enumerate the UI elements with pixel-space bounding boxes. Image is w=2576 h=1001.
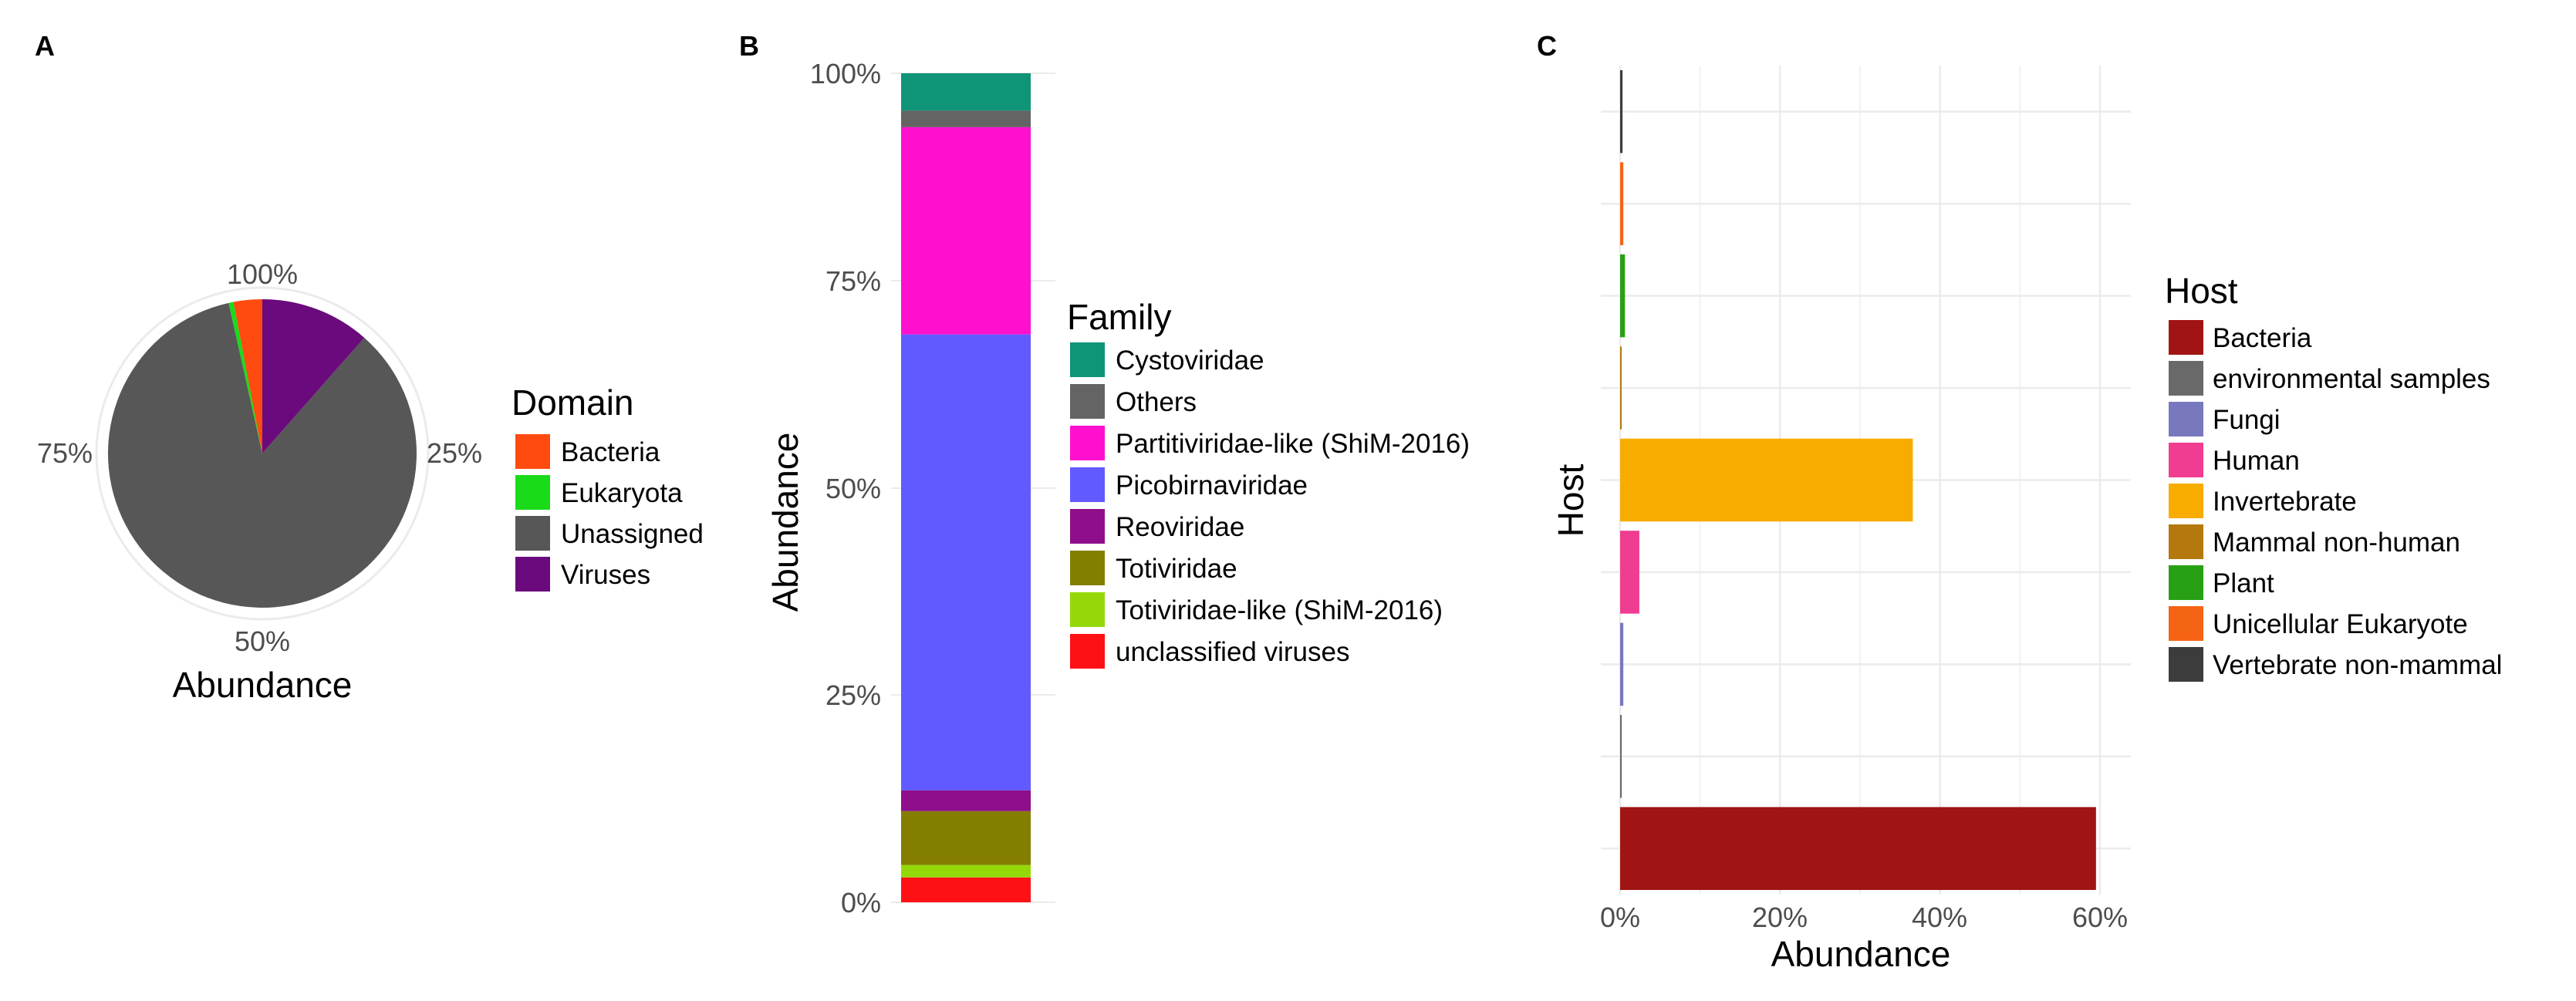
pie-slice-eukaryota [228, 302, 262, 453]
pie-theta-tick-50: 50% [235, 625, 290, 657]
legend-key-environmental-samples [2169, 361, 2203, 396]
bar-segment-others [901, 110, 1031, 127]
host-bar-plant [1620, 254, 1626, 338]
legend-label-cystoviridae: Cystoviridae [1116, 345, 1264, 376]
legend-key-fungi [2169, 402, 2203, 436]
legend-domain: Domain Bacteria Eukaryota Unassigned Vir… [511, 383, 704, 592]
legend-key-plant [2169, 565, 2203, 600]
legend-key-mammal-non-human [2169, 524, 2203, 559]
panel-b: B 100% 75% 50% 25% 0% Abundance Family C… [739, 30, 1470, 918]
pie-slice-unassigned [107, 302, 417, 608]
y-tick-25: 25% [825, 679, 881, 711]
c-x-axis-title: Abundance [1771, 934, 1951, 974]
legend-label-viruses: Viruses [561, 560, 650, 590]
legend-family: Family Cystoviridae Others Partitivirida… [1067, 297, 1470, 669]
bar-segment-unclassified-viruses [901, 877, 1031, 902]
host-bar-human [1620, 531, 1639, 614]
b-y-axis-title: Abundance [765, 433, 805, 612]
bar-segment-reoviridae [901, 790, 1031, 811]
legend-label-unclassified-viruses: unclassified viruses [1116, 637, 1349, 667]
host-bar-invertebrate [1620, 438, 1913, 522]
legend-host-title: Host [2165, 271, 2238, 311]
legend-label-reoviridae: Reoviridae [1116, 512, 1244, 542]
legend-key-totiviridae [1070, 551, 1105, 585]
y-tick-75: 75% [825, 265, 881, 297]
legend-label-unassigned: Unassigned [561, 519, 704, 549]
pie-slices [107, 299, 417, 608]
bar-segment-cystoviridae [901, 73, 1031, 111]
bar-segment-picobirnaviridae [901, 334, 1031, 790]
legend-key-unassigned [515, 516, 550, 551]
pie-theta-tick-100: 100% [227, 258, 298, 290]
panel-c: C 0% 20% 40% 60% Abundance Host Host Bac… [1537, 30, 2502, 974]
legend-key-bacteria-host [2169, 320, 2203, 355]
x-tick-60: 60% [2072, 902, 2128, 933]
legend-label-human: Human [2213, 446, 2300, 476]
legend-key-cystoviridae [1070, 342, 1105, 377]
x-tick-0: 0% [1600, 902, 1640, 933]
legend-label-unicellular-eukaryote: Unicellular Eukaryote [2213, 609, 2468, 639]
host-bar-environmental-samples [1620, 715, 1622, 798]
legend-label-mammal-non-human: Mammal non-human [2213, 527, 2460, 558]
panel-a: A 100% 25% 50% 75% Abundance Domain Bact… [35, 30, 704, 705]
stacked-bar-segments [901, 73, 1031, 902]
host-bar-vertebrate-non-mammal [1620, 69, 1623, 153]
legend-key-partitiviridae-like [1070, 426, 1105, 460]
panel-c-letter: C [1537, 30, 1557, 62]
legend-label-bacteria-host: Bacteria [2213, 323, 2312, 353]
pie-theta-tick-25: 25% [427, 437, 482, 469]
panel-b-letter: B [739, 30, 759, 62]
x-tick-40: 40% [1912, 902, 1967, 933]
bar-segment-totiviridae [901, 811, 1031, 865]
bar-segment-totiviridae-like-shim-2016 [901, 865, 1031, 878]
legend-key-bacteria [515, 434, 550, 469]
legend-key-human [2169, 443, 2203, 477]
legend-family-title: Family [1067, 297, 1171, 337]
legend-label-plant: Plant [2213, 568, 2274, 598]
legend-label-totiviridae: Totiviridae [1116, 554, 1237, 584]
legend-label-vertebrate-non-mammal: Vertebrate non-mammal [2213, 650, 2502, 680]
legend-label-environmental-samples: environmental samples [2213, 364, 2490, 394]
legend-host: Host Bacteria environmental samples Fung… [2165, 271, 2502, 682]
y-tick-0: 0% [841, 887, 881, 918]
host-bar-mammal-non-human [1620, 346, 1622, 430]
legend-label-totiviridae-like: Totiviridae-like (ShiM-2016) [1116, 595, 1443, 625]
x-tick-20: 20% [1752, 902, 1808, 933]
legend-key-totiviridae-like [1070, 592, 1105, 627]
legend-label-invertebrate: Invertebrate [2213, 487, 2357, 517]
host-bar-bacteria [1620, 807, 2096, 891]
legend-label-eukaryota: Eukaryota [561, 478, 683, 508]
legend-label-bacteria: Bacteria [561, 437, 660, 467]
legend-key-reoviridae [1070, 509, 1105, 544]
panel-a-letter: A [35, 30, 55, 62]
pie-x-axis-title: Abundance [173, 665, 353, 705]
pie-slice-viruses [262, 299, 365, 453]
legend-label-others: Others [1116, 387, 1197, 417]
pie-slice-bacteria [233, 299, 262, 453]
legend-label-partitiviridae-like: Partitiviridae-like (ShiM-2016) [1116, 429, 1470, 459]
host-bar-fungi [1620, 622, 1624, 706]
legend-label-fungi: Fungi [2213, 405, 2281, 435]
legend-key-unicellular-eukaryote [2169, 606, 2203, 641]
legend-key-others [1070, 384, 1105, 419]
legend-key-unclassified-viruses [1070, 634, 1105, 669]
y-tick-50: 50% [825, 473, 881, 504]
bar-segment-partitiviridae-like-shim-2016 [901, 126, 1031, 335]
legend-key-picobirnaviridae [1070, 467, 1105, 502]
pie-grid-circle [95, 286, 430, 621]
legend-key-vertebrate-non-mammal [2169, 647, 2203, 682]
y-tick-100: 100% [810, 58, 881, 89]
c-y-axis-title: Host [1551, 463, 1591, 537]
pie-theta-tick-75: 75% [37, 437, 93, 469]
host-bar-unicellular-eukaryote [1620, 162, 1624, 245]
legend-key-invertebrate [2169, 484, 2203, 518]
host-bars [1620, 69, 2096, 891]
legend-key-viruses [515, 557, 550, 592]
legend-key-eukaryota [515, 475, 550, 510]
legend-label-picobirnaviridae: Picobirnaviridae [1116, 470, 1308, 501]
legend-domain-title: Domain [511, 383, 634, 423]
